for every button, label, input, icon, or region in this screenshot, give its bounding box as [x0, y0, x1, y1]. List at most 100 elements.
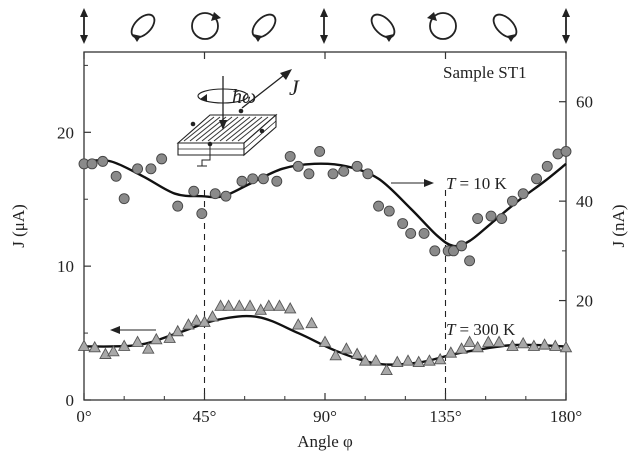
data-point-triangle	[492, 335, 506, 347]
data-point-circle	[506, 195, 518, 207]
data-point-triangle	[358, 354, 372, 366]
data-point-circle	[314, 145, 326, 157]
x-tick-label: 90°	[313, 407, 337, 426]
y-axis-title-left: J (μA)	[9, 204, 28, 248]
data-point-circle	[397, 218, 409, 229]
y-tick-label-right: 20	[576, 292, 593, 311]
data-point-triangle	[433, 352, 447, 365]
ellipse-ccw-icon	[370, 13, 396, 42]
data-point-triangle	[283, 302, 297, 314]
x-tick-label: 180°	[550, 407, 582, 426]
circle-ccw-icon	[427, 12, 457, 40]
device-inset-icon	[176, 69, 292, 167]
data-point-triangle	[190, 314, 203, 326]
data-point-triangle	[131, 335, 144, 347]
data-point-triangle	[77, 339, 91, 351]
data-point-triangle	[482, 335, 495, 347]
data-point-triangle	[150, 332, 163, 345]
data-point-triangle	[444, 346, 458, 358]
data-point-circle	[327, 168, 339, 180]
polarization-state-row	[80, 8, 570, 44]
data-point-triangle	[516, 336, 530, 349]
data-point-triangle	[206, 310, 219, 322]
data-point-circle	[86, 158, 98, 170]
vertical-arrow-icon	[80, 8, 88, 44]
data-point-circle	[247, 173, 259, 185]
data-point-circle	[351, 160, 363, 172]
y-tick-label-left: 20	[57, 123, 74, 142]
data-point-triangle	[233, 299, 246, 311]
data-point-circle	[257, 173, 269, 185]
data-point-triangle	[340, 342, 353, 354]
sample-label: Sample ST1	[443, 63, 527, 82]
data-point-circle	[196, 208, 208, 220]
data-point-circle	[145, 163, 157, 175]
data-point-circle	[405, 228, 417, 239]
data-point-circle	[209, 188, 221, 200]
data-point-circle	[560, 145, 572, 157]
data-point-triangle	[471, 340, 484, 353]
data-point-triangle	[142, 342, 155, 354]
data-point-circle	[362, 168, 374, 180]
data-point-circle	[236, 175, 248, 187]
series-10K-prefix: T	[446, 174, 457, 193]
data-point-circle	[271, 175, 283, 187]
data-point-circle	[496, 213, 508, 224]
data-point-circle	[220, 190, 232, 202]
data-point-triangle	[455, 342, 468, 354]
y-tick-label-left: 0	[66, 391, 75, 410]
x-tick-label: 45°	[193, 407, 217, 426]
current-label: J	[289, 75, 300, 100]
data-markers	[77, 145, 573, 376]
data-point-triangle	[423, 354, 436, 366]
photon-energy-label: ħω	[232, 86, 256, 108]
data-point-circle	[472, 213, 484, 224]
svg-text:T= 300 K: T = 300 K	[446, 320, 516, 339]
data-point-circle	[464, 255, 476, 267]
data-point-triangle	[329, 348, 342, 361]
data-point-triangle	[318, 335, 332, 347]
data-point-triangle	[559, 340, 573, 353]
data-point-circle	[132, 163, 144, 175]
data-point-triangle	[527, 339, 541, 351]
data-point-circle	[485, 210, 497, 222]
series-10K-value: = 10 K	[459, 174, 507, 193]
series-300K-prefix: T	[446, 320, 457, 339]
data-point-triangle	[163, 331, 176, 343]
x-tick-label: 0°	[76, 407, 91, 426]
data-point-circle	[456, 240, 468, 252]
data-point-circle	[383, 205, 395, 217]
circle-cw-icon	[191, 12, 221, 40]
data-point-triangle	[401, 354, 415, 366]
data-point-triangle	[380, 363, 393, 376]
data-point-triangle	[549, 339, 562, 351]
data-point-circle	[531, 173, 542, 185]
data-point-triangle	[412, 355, 425, 367]
data-point-circle	[156, 153, 168, 165]
data-point-triangle	[506, 339, 519, 351]
data-point-circle	[448, 245, 459, 257]
data-point-circle	[418, 228, 430, 239]
data-point-triangle	[88, 340, 101, 353]
data-point-triangle	[273, 299, 286, 311]
data-point-circle	[110, 170, 122, 182]
data-point-triangle	[538, 338, 551, 350]
data-point-triangle	[171, 324, 184, 337]
data-point-triangle	[350, 347, 364, 359]
data-point-triangle	[369, 354, 383, 366]
data-point-circle	[338, 165, 350, 177]
ellipse-ccw-icon	[492, 13, 518, 42]
data-point-circle	[517, 188, 529, 200]
data-point-triangle	[291, 318, 305, 330]
y-tick-label-right: 60	[576, 93, 593, 112]
data-point-circle	[97, 155, 109, 167]
data-point-triangle	[243, 299, 257, 311]
axis-ticks: 0° 45° 90° 135° 180° 0 10 20 20 40 60	[57, 52, 593, 426]
y-tick-label-right: 40	[576, 192, 593, 211]
data-point-circle	[541, 160, 553, 172]
data-point-triangle	[117, 339, 131, 351]
data-point-circle	[373, 200, 385, 212]
data-point-triangle	[107, 344, 120, 357]
data-point-triangle	[305, 316, 318, 329]
